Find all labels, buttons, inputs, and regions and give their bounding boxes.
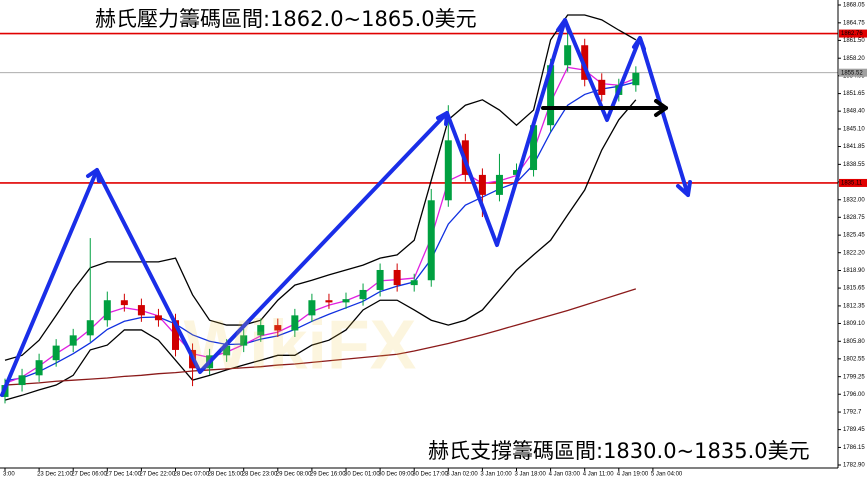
x-tick-label: 3:00 <box>3 472 15 478</box>
candle-body <box>257 325 265 336</box>
y-tick-label: 1805.80 <box>843 339 865 345</box>
drawn-arrows <box>0 18 692 397</box>
x-tick-label: 3 Jan 18:00 <box>515 472 547 478</box>
candle-body <box>240 335 248 346</box>
y-tick-label: 1818.90 <box>843 268 865 274</box>
indicator-line <box>4 288 637 386</box>
watermark: WikiFX <box>184 305 417 383</box>
candle-body <box>325 300 333 303</box>
candle-body <box>291 315 299 331</box>
price-label-box <box>839 178 867 187</box>
x-tick-label: 23 Dec 21:00 <box>37 472 73 478</box>
x-tick-label: 28 Dec 07:00 <box>174 472 210 478</box>
x-tick-label: 28 Dec 15:00 <box>208 472 244 478</box>
candle-body <box>172 320 179 350</box>
candle-body <box>598 79 606 95</box>
candle-body <box>103 300 111 321</box>
candle-body <box>410 280 418 286</box>
x-tick-label: 27 Dec 14:00 <box>105 472 141 478</box>
y-tick-label: 1841.85 <box>843 144 865 150</box>
arrow-head <box>86 168 101 183</box>
candle-body <box>632 72 640 86</box>
indicator-line <box>4 99 637 401</box>
y-tick-label: 1851.65 <box>843 91 865 97</box>
x-tick-label: 5 Jan 04:00 <box>651 472 683 478</box>
candle-body <box>120 300 128 306</box>
price-label: 1855.52 <box>841 70 863 76</box>
candle-body <box>495 174 503 195</box>
candle-body <box>444 140 452 201</box>
arrow-head <box>556 18 571 34</box>
arrow-head <box>654 99 668 117</box>
x-tick-label: 4 Jan 03:00 <box>549 472 581 478</box>
x-tick-label: 4 Jan 11:00 <box>583 472 615 478</box>
x-tick-label: 3 Jan 02:00 <box>446 472 478 478</box>
arrow-head <box>436 111 449 126</box>
support-annotation: 赫氏支撐籌碼區間:1830.0~1835.0美元 <box>428 439 810 463</box>
candle-body <box>35 360 43 376</box>
candle-body <box>427 200 435 281</box>
y-tick-label: 1789.45 <box>843 427 865 433</box>
candle-body <box>52 345 60 361</box>
y-tick-label: 1845.10 <box>843 127 865 133</box>
y-tick-label: 1809.10 <box>843 321 865 327</box>
candle-body <box>393 269 401 286</box>
candle-body <box>86 320 94 336</box>
candle-body <box>547 65 555 126</box>
candle-body <box>376 269 384 290</box>
x-tick-label: 30 Dec 17:00 <box>412 472 448 478</box>
candle-body <box>137 305 145 316</box>
x-tick-label: 28 Dec 23:00 <box>242 472 278 478</box>
x-tick-label: 3 Jan 10:00 <box>480 472 512 478</box>
y-tick-label: 1796.00 <box>843 392 865 398</box>
x-tick-label: 29 Dec 08:00 <box>276 472 312 478</box>
x-tick-label: 27 Dec 22:00 <box>139 472 175 478</box>
y-tick-label: 1825.45 <box>843 233 865 239</box>
y-tick-label: 1864.75 <box>843 20 865 26</box>
x-tick-label: 4 Jan 19:00 <box>617 472 649 478</box>
x-tick-label: 30 Dec 01:00 <box>344 472 380 478</box>
candle-body <box>154 315 162 321</box>
candle-body <box>274 325 282 331</box>
y-tick-label: 1832.00 <box>843 197 865 203</box>
arrow-head <box>632 36 646 51</box>
candle-body <box>513 170 520 175</box>
y-tick-label: 1848.40 <box>843 109 865 115</box>
y-tick-label: 1822.20 <box>843 250 865 256</box>
y-tick-label: 1828.75 <box>843 215 865 221</box>
x-tick-label: 30 Dec 09:00 <box>378 472 414 478</box>
y-tick-label: 1815.65 <box>843 286 865 292</box>
x-tick-label: 29 Dec 16:00 <box>310 472 346 478</box>
candle-body <box>564 45 572 66</box>
y-tick-label: 1861.50 <box>843 38 865 44</box>
candle-body <box>18 375 26 386</box>
candle-body <box>359 289 367 300</box>
price-label: 1835.11 <box>841 181 863 187</box>
trend-zigzag <box>0 18 690 397</box>
price-label: 1862.76 <box>841 31 863 37</box>
resistance-annotation: 赫氏壓力籌碼區間:1862.0~1865.0美元 <box>95 7 477 31</box>
y-tick-label: 1868.05 <box>843 3 865 9</box>
y-tick-label: 1782.90 <box>843 463 865 469</box>
x-tick-label: 27 Dec 06:00 <box>71 472 107 478</box>
price-label-box <box>839 29 867 38</box>
y-tick-label: 1812.35 <box>843 303 865 309</box>
y-tick-label: 1786.15 <box>843 445 865 451</box>
y-tick-label: 1799.25 <box>843 374 865 380</box>
candle-body <box>530 125 538 171</box>
y-tick-label: 1838.55 <box>843 162 865 168</box>
y-tick-label: 1858.20 <box>843 56 865 62</box>
candle-body <box>69 335 77 346</box>
candle-body <box>223 345 231 356</box>
candle-body <box>478 174 486 195</box>
indicator-line <box>4 14 637 361</box>
price-label-box <box>839 68 867 77</box>
y-tick-label: 1792.7 <box>843 410 862 416</box>
candle-body <box>342 299 350 303</box>
candle-body <box>308 300 316 316</box>
y-tick-label: 1802.55 <box>843 356 865 362</box>
arrow-head <box>676 180 692 197</box>
